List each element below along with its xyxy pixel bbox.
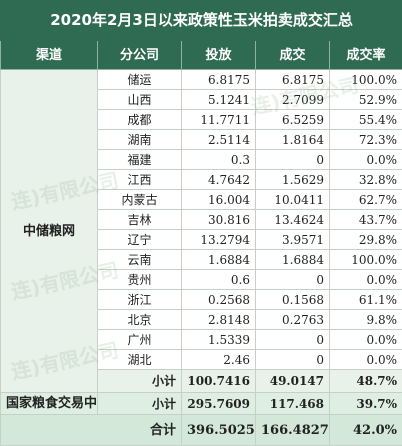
- offered-cell: 1.5339: [182, 330, 256, 350]
- traded-cell: 1.5629: [256, 170, 330, 190]
- national-rate: 39.7%: [330, 393, 402, 415]
- traded-cell: 6.8175: [256, 70, 330, 90]
- region-cell: 贵州: [98, 270, 182, 290]
- region-cell: 湖南: [98, 130, 182, 150]
- subtotal-traded: 49.0147: [256, 370, 330, 393]
- traded-cell: 0: [256, 350, 330, 370]
- rate-cell: 43.7%: [330, 210, 402, 230]
- region-cell: 福建: [98, 150, 182, 170]
- traded-cell: 2.7099: [256, 90, 330, 110]
- region-cell: 山西: [98, 90, 182, 110]
- offered-cell: 2.46: [182, 350, 256, 370]
- region-cell: 浙江: [98, 290, 182, 310]
- region-cell: 湖北: [98, 350, 182, 370]
- rate-cell: 0.0%: [330, 150, 402, 170]
- traded-cell: 3.9571: [256, 230, 330, 250]
- subtotal-rate: 48.7%: [330, 370, 402, 393]
- national-label: 小计: [98, 393, 182, 415]
- national-traded: 117.468: [256, 393, 330, 415]
- traded-cell: 0: [256, 150, 330, 170]
- rate-cell: 61.1%: [330, 290, 402, 310]
- national-channel: 国家粮食交易中心: [1, 393, 98, 415]
- header-rate: 成交率: [330, 41, 402, 70]
- offered-cell: 6.8175: [182, 70, 256, 90]
- channel-name: 中储粮网: [1, 70, 98, 393]
- traded-cell: 0: [256, 330, 330, 350]
- offered-cell: 2.5114: [182, 130, 256, 150]
- region-cell: 北京: [98, 310, 182, 330]
- traded-cell: 10.0411: [256, 190, 330, 210]
- offered-cell: 30.816: [182, 210, 256, 230]
- rate-cell: 9.8%: [330, 310, 402, 330]
- subtotal-offered: 100.7416: [182, 370, 256, 393]
- region-cell: 成都: [98, 110, 182, 130]
- rate-cell: 55.4%: [330, 110, 402, 130]
- offered-cell: 2.8148: [182, 310, 256, 330]
- rate-cell: 0.0%: [330, 270, 402, 290]
- offered-cell: 0.6: [182, 270, 256, 290]
- national-offered: 295.7609: [182, 393, 256, 415]
- region-cell: 广州: [98, 330, 182, 350]
- header-channel: 渠道: [1, 41, 98, 70]
- header-offered: 投放: [182, 41, 256, 70]
- table-title: 2020年2月3日以来政策性玉米拍卖成交汇总: [1, 1, 402, 41]
- offered-cell: 0.2568: [182, 290, 256, 310]
- subtotal-label: 小计: [98, 370, 182, 393]
- offered-cell: 13.2794: [182, 230, 256, 250]
- header-company: 分公司: [98, 41, 182, 70]
- rate-cell: 0.0%: [330, 330, 402, 350]
- rate-cell: 100.0%: [330, 250, 402, 270]
- region-cell: 辽宁: [98, 230, 182, 250]
- region-cell: 内蒙古: [98, 190, 182, 210]
- offered-cell: 4.7642: [182, 170, 256, 190]
- traded-cell: 0.2763: [256, 310, 330, 330]
- traded-cell: 13.4624: [256, 210, 330, 230]
- traded-cell: 0.1568: [256, 290, 330, 310]
- offered-cell: 1.6884: [182, 250, 256, 270]
- rate-cell: 0.0%: [330, 350, 402, 370]
- traded-cell: 1.6884: [256, 250, 330, 270]
- rate-cell: 32.8%: [330, 170, 402, 190]
- title-row: 2020年2月3日以来政策性玉米拍卖成交汇总: [1, 1, 402, 41]
- region-cell: 江西: [98, 170, 182, 190]
- offered-cell: 5.1241: [182, 90, 256, 110]
- traded-cell: 0: [256, 270, 330, 290]
- region-cell: 云南: [98, 250, 182, 270]
- region-cell: 储运: [98, 70, 182, 90]
- header-traded: 成交: [256, 41, 330, 70]
- rate-cell: 72.3%: [330, 130, 402, 150]
- rate-cell: 62.7%: [330, 190, 402, 210]
- rate-cell: 52.9%: [330, 90, 402, 110]
- traded-cell: 1.8164: [256, 130, 330, 150]
- rate-cell: 29.8%: [330, 230, 402, 250]
- region-cell: 吉林: [98, 210, 182, 230]
- rate-cell: 100.0%: [330, 70, 402, 90]
- offered-cell: 11.7711: [182, 110, 256, 130]
- traded-cell: 6.5259: [256, 110, 330, 130]
- offered-cell: 16.004: [182, 190, 256, 210]
- header-row: 渠道 分公司 投放 成交 成交率: [1, 41, 402, 70]
- offered-cell: 0.3: [182, 150, 256, 170]
